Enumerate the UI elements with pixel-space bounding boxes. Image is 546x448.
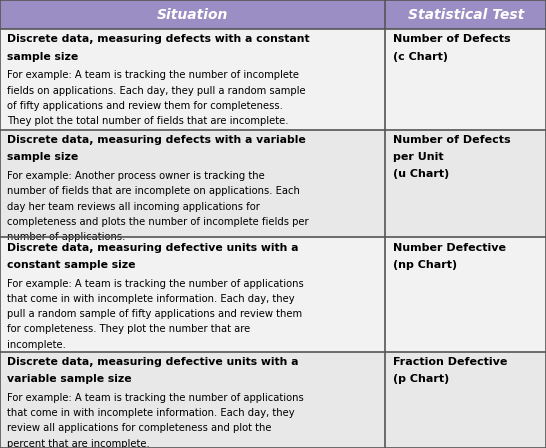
Text: For example: A team is tracking the number of incomplete: For example: A team is tracking the numb… xyxy=(7,70,299,80)
Text: completeness and plots the number of incomplete fields per: completeness and plots the number of inc… xyxy=(7,217,308,227)
Bar xyxy=(0,237,385,352)
Text: for completeness. They plot the number that are: for completeness. They plot the number t… xyxy=(7,324,251,334)
Text: Discrete data, measuring defective units with a: Discrete data, measuring defective units… xyxy=(7,243,299,253)
Text: of fifty applications and review them for completeness.: of fifty applications and review them fo… xyxy=(7,101,283,111)
Text: day her team reviews all incoming applications for: day her team reviews all incoming applic… xyxy=(7,202,260,211)
Text: pull a random sample of fifty applications and review them: pull a random sample of fifty applicatio… xyxy=(7,309,302,319)
Bar xyxy=(385,352,546,448)
Text: For example: Another process owner is tracking the: For example: Another process owner is tr… xyxy=(7,171,265,181)
Bar xyxy=(0,130,385,237)
Text: Number of Defects: Number of Defects xyxy=(393,34,510,44)
Text: Discrete data, measuring defects with a variable: Discrete data, measuring defects with a … xyxy=(7,135,306,145)
Bar xyxy=(385,0,546,29)
Text: Number Defective: Number Defective xyxy=(393,243,506,253)
Text: fields on applications. Each day, they pull a random sample: fields on applications. Each day, they p… xyxy=(7,86,306,95)
Text: (p Chart): (p Chart) xyxy=(393,374,449,384)
Text: variable sample size: variable sample size xyxy=(7,374,132,384)
Text: sample size: sample size xyxy=(7,52,78,61)
Bar xyxy=(385,237,546,352)
Text: constant sample size: constant sample size xyxy=(7,260,135,270)
Bar xyxy=(0,0,385,29)
Text: Situation: Situation xyxy=(157,8,228,22)
Text: Discrete data, measuring defective units with a: Discrete data, measuring defective units… xyxy=(7,357,299,367)
Text: that come in with incomplete information. Each day, they: that come in with incomplete information… xyxy=(7,408,295,418)
Text: per Unit: per Unit xyxy=(393,152,443,162)
Text: incomplete.: incomplete. xyxy=(7,340,66,349)
Text: Number of Defects: Number of Defects xyxy=(393,135,510,145)
Text: review all applications for completeness and plot the: review all applications for completeness… xyxy=(7,423,271,433)
Text: (u Chart): (u Chart) xyxy=(393,169,449,179)
Text: For example: A team is tracking the number of applications: For example: A team is tracking the numb… xyxy=(7,393,304,403)
Bar xyxy=(385,29,546,130)
Text: Discrete data, measuring defects with a constant: Discrete data, measuring defects with a … xyxy=(7,34,310,44)
Text: They plot the total number of fields that are incomplete.: They plot the total number of fields tha… xyxy=(7,116,289,126)
Text: Statistical Test: Statistical Test xyxy=(408,8,524,22)
Bar xyxy=(0,29,385,130)
Text: For example: A team is tracking the number of applications: For example: A team is tracking the numb… xyxy=(7,279,304,289)
Bar xyxy=(385,130,546,237)
Text: Fraction Defective: Fraction Defective xyxy=(393,357,507,367)
Text: (np Chart): (np Chart) xyxy=(393,260,456,270)
Text: that come in with incomplete information. Each day, they: that come in with incomplete information… xyxy=(7,294,295,304)
Text: number of applications.: number of applications. xyxy=(7,232,126,242)
Text: (c Chart): (c Chart) xyxy=(393,52,448,61)
Text: number of fields that are incomplete on applications. Each: number of fields that are incomplete on … xyxy=(7,186,300,196)
Text: sample size: sample size xyxy=(7,152,78,162)
Text: percent that are incomplete.: percent that are incomplete. xyxy=(7,439,150,448)
Bar xyxy=(0,352,385,448)
